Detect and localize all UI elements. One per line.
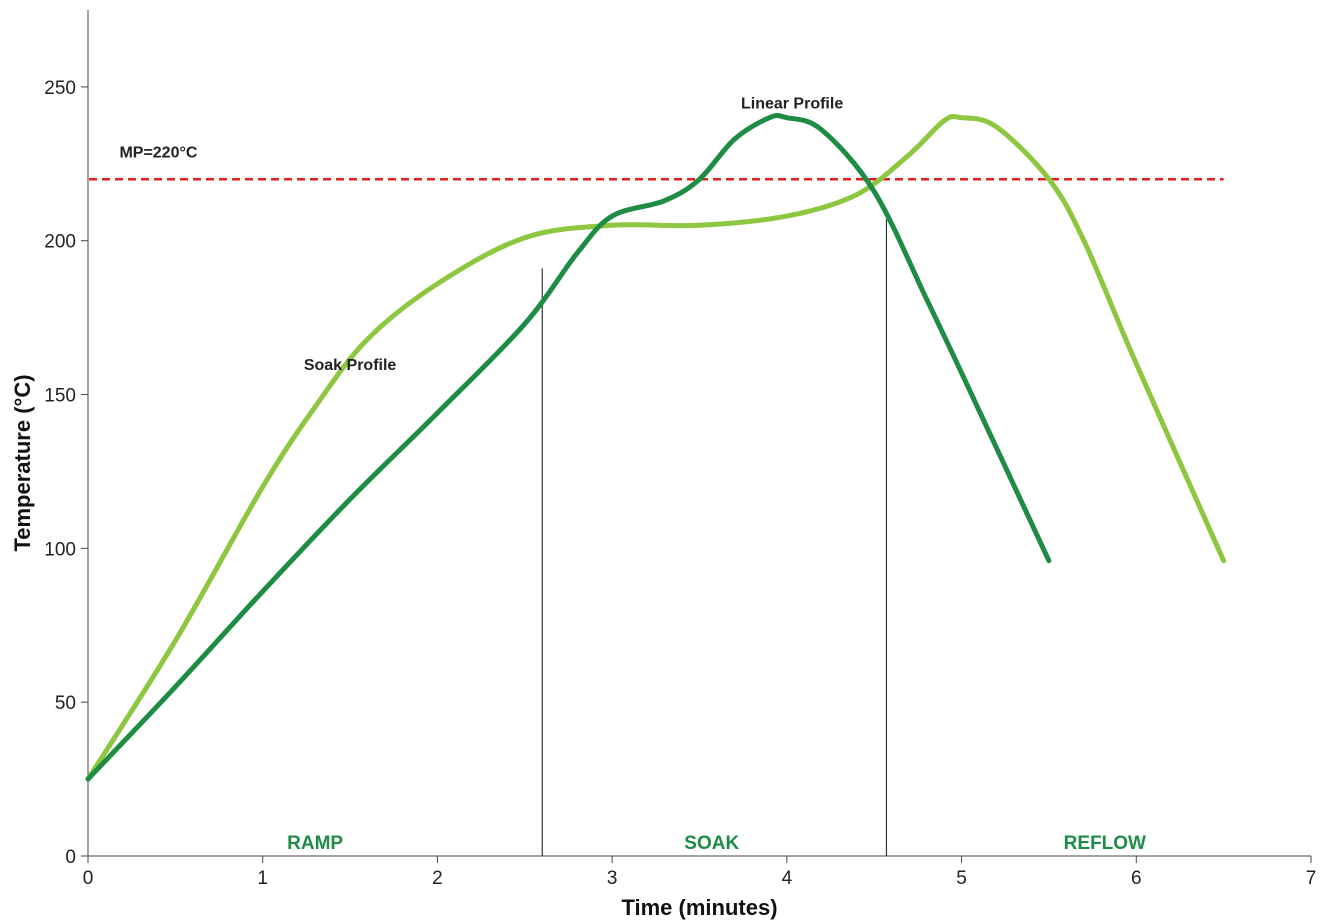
series-group xyxy=(88,116,1224,780)
x-tick-label: 3 xyxy=(607,868,618,889)
annotation-label: Soak Profile xyxy=(304,357,397,374)
y-axis-title: Temperature (°C) xyxy=(10,374,35,551)
x-tick-label: 5 xyxy=(956,868,967,889)
y-tick-label: 150 xyxy=(44,386,76,407)
series-line-soak-profile xyxy=(88,116,1224,779)
zone-label: SOAK xyxy=(684,833,739,854)
zone-boundaries xyxy=(542,219,886,856)
y-tick-label: 0 xyxy=(65,847,76,868)
y-tick-label: 200 xyxy=(44,232,76,253)
annotation-label: MP=220°C xyxy=(119,145,197,162)
axes: 0 1 2 3 4 5 6 7 0 50 100 150 200 250 xyxy=(44,10,1316,889)
x-tick-label: 1 xyxy=(257,868,268,889)
y-tick-label: 100 xyxy=(44,539,76,560)
x-axis-title: Time (minutes) xyxy=(621,895,777,920)
x-tick-label: 7 xyxy=(1306,868,1317,889)
y-tick-label: 250 xyxy=(44,78,76,99)
zone-label: RAMP xyxy=(287,833,343,854)
x-tick-label: 6 xyxy=(1131,868,1142,889)
annotation-label: Linear Profile xyxy=(741,95,843,112)
x-tick-label: 0 xyxy=(83,868,94,889)
x-tick-label: 2 xyxy=(432,868,443,889)
series-line-linear-profile xyxy=(88,116,1049,780)
y-tick-label: 50 xyxy=(55,693,76,714)
zone-label: REFLOW xyxy=(1064,833,1146,854)
x-tick-label: 4 xyxy=(782,868,793,889)
